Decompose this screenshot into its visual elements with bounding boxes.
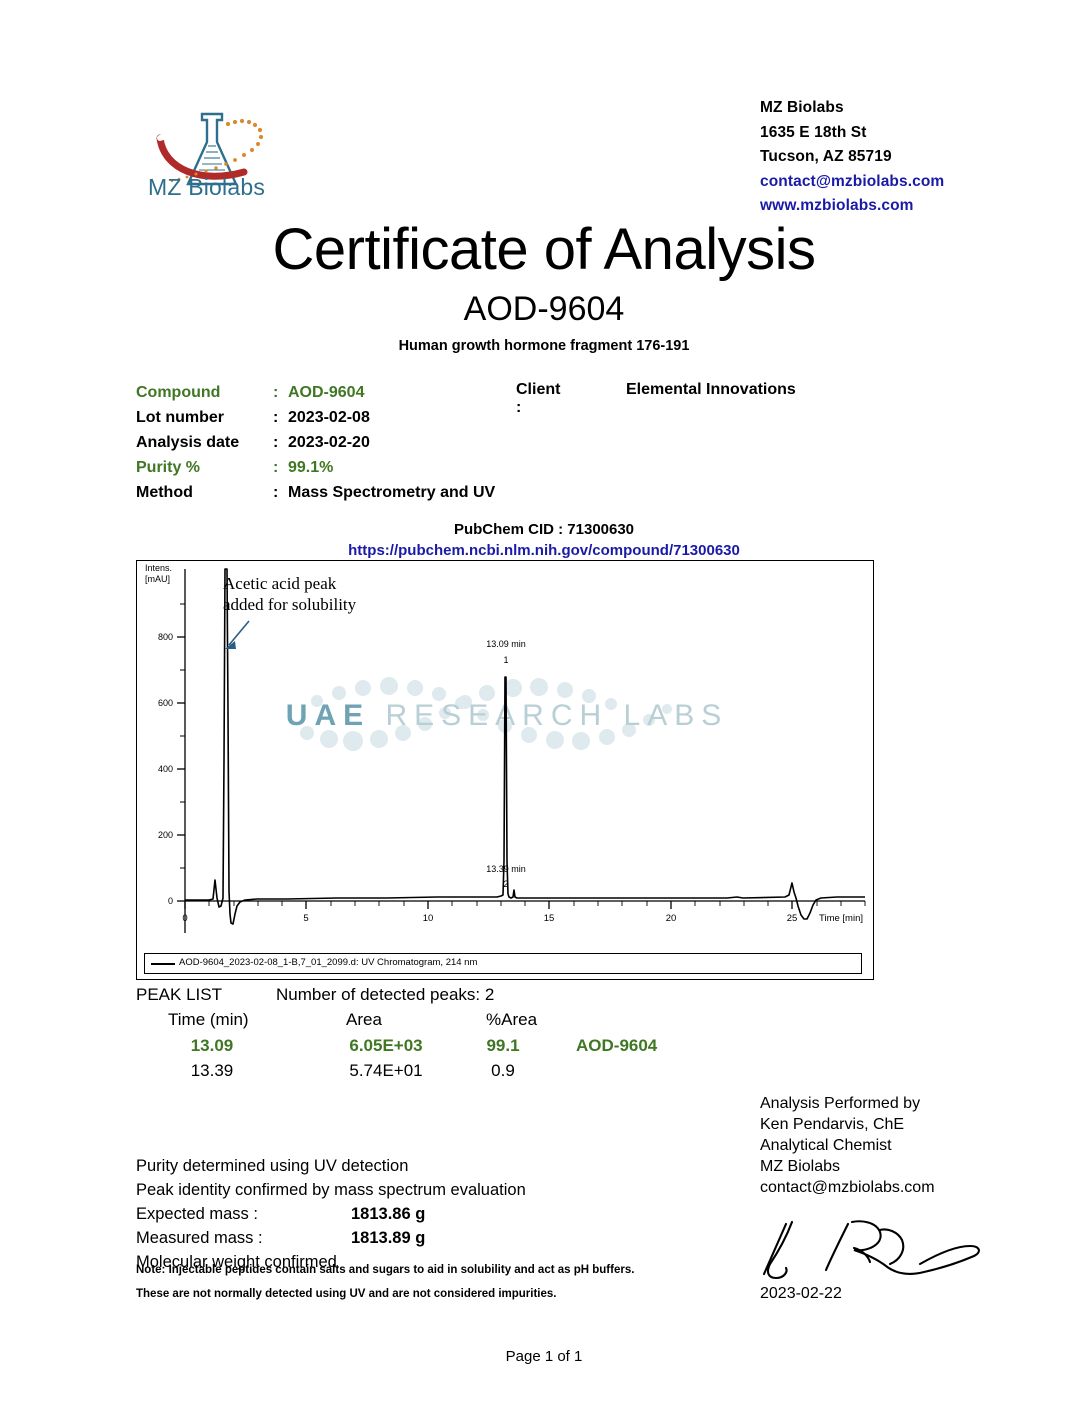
pubchem-cid: PubChem CID : 71300630 <box>453 521 635 538</box>
peak-row-pct: 0.9 <box>491 1061 515 1080</box>
compound-value: AOD-9604 <box>288 384 365 401</box>
svg-text:25: 25 <box>787 913 798 924</box>
svg-text:5: 5 <box>303 913 308 924</box>
company-logo: MZ Biolabs <box>140 100 390 210</box>
method-value: Mass Spectrometry and UV <box>288 484 496 501</box>
info-row-compound: Compound : AOD-9604 <box>136 380 696 405</box>
compound-colon: : <box>273 384 279 401</box>
info-row-purity: Purity % : 99.1% <box>136 455 696 480</box>
legend-line-swatch <box>151 963 175 965</box>
signature-date: 2023-02-22 <box>760 1285 842 1302</box>
svg-text:0: 0 <box>168 896 173 906</box>
analyst-email: contact@mzbiolabs.com <box>760 1179 935 1196</box>
svg-text:10: 10 <box>423 913 434 924</box>
purity-label: Purity % <box>136 459 201 476</box>
measured-mass-row: Measured mass : 1813.89 g <box>136 1226 736 1250</box>
logo-flask-icon <box>156 112 264 186</box>
note-peak-identity: Peak identity confirmed by mass spectrum… <box>136 1181 526 1199</box>
expected-mass-row: Expected mass : 1813.86 g <box>136 1202 736 1226</box>
chromatogram-legend: AOD-9604_2023-02-08_1-B,7_01_2099.d: UV … <box>144 953 862 974</box>
note-purity-method: Purity determined using UV detection <box>136 1157 409 1175</box>
info-row-method: Method : Mass Spectrometry and UV <box>136 480 696 505</box>
address-website-link[interactable]: www.mzbiolabs.com <box>760 197 914 214</box>
compound-title: AOD-9604 <box>463 290 625 328</box>
info-row-lot: Lot number : 2023-02-08 <box>136 405 696 430</box>
address-email-link[interactable]: contact@mzbiolabs.com <box>760 172 945 190</box>
client-label: Client : <box>516 381 561 416</box>
peak-header-area: Area <box>346 1010 382 1029</box>
peak-row-time: 13.39 <box>190 1061 234 1080</box>
svg-text:0: 0 <box>182 913 187 924</box>
note-small-1: Note: Injectable peptides contain salts … <box>136 1264 635 1276</box>
peak-header-pct: %Area <box>486 1010 538 1029</box>
compound-label: Compound <box>136 384 221 401</box>
y-axis-unit-line2: [mAU] <box>145 574 171 584</box>
address-street: 1635 E 18th St <box>760 123 867 141</box>
method-colon: : <box>273 484 279 501</box>
peak1-number-label: 1 <box>503 655 509 665</box>
svg-text:20: 20 <box>666 913 677 924</box>
analyst-name: Ken Pendarvis, ChE <box>760 1116 905 1133</box>
purity-value: 99.1% <box>288 459 334 476</box>
chromatogram-plot: 800 600 400 200 0 <box>158 568 866 933</box>
method-label: Method <box>136 484 193 501</box>
note-mw-confirmed: Molecular weight confirmed <box>136 1253 337 1271</box>
signature-icon <box>762 1220 980 1280</box>
peak-row-area: 5.74E+01 <box>349 1061 423 1080</box>
address-city: Tucson, AZ 85719 <box>760 148 892 165</box>
lot-colon: : <box>273 409 279 426</box>
compound-description: Human growth hormone fragment 176-191 <box>398 338 690 354</box>
svg-text:400: 400 <box>158 764 173 774</box>
logo-wordmark: MZ Biolabs <box>148 174 266 200</box>
page-title: Certificate of Analysis <box>272 217 816 282</box>
lot-label: Lot number <box>136 409 224 426</box>
analysis-date-colon: : <box>273 434 279 451</box>
page-footer: Page 1 of 1 <box>505 1348 583 1365</box>
info-block: Compound : AOD-9604 Lot number : 2023-02… <box>136 380 696 505</box>
peak1-time-label: 13.09 min <box>486 639 526 649</box>
peak-row-area: 6.05E+03 <box>349 1036 423 1055</box>
measured-mass-label: Measured mass : <box>136 1229 263 1247</box>
peak-row-time: 13.09 <box>190 1036 234 1055</box>
peak-header-time: Time (min) <box>168 1010 249 1029</box>
analysis-date-label: Analysis date <box>136 434 240 451</box>
peak2-number-label: 2 <box>503 879 509 889</box>
pubchem-url-link[interactable]: https://pubchem.ncbi.nlm.nih.gov/compoun… <box>348 542 740 559</box>
expected-mass-value: 1813.86 g <box>351 1205 426 1223</box>
annotation-line1: Acetic acid peak <box>223 574 337 593</box>
svg-text:600: 600 <box>158 698 173 708</box>
peak-row-pct: 99.1 <box>486 1036 520 1055</box>
y-axis-unit: Intens. [mAU] <box>145 563 172 585</box>
notes-block: Purity determined using UV detection Pea… <box>136 1154 736 1274</box>
svg-text:15: 15 <box>544 913 555 924</box>
legend-label: AOD-9604_2023-02-08_1-B,7_01_2099.d: UV … <box>179 957 478 968</box>
address-company: MZ Biolabs <box>760 99 844 116</box>
analysis-date-value: 2023-02-20 <box>288 434 370 451</box>
peak-row-name: AOD-9604 <box>576 1036 658 1055</box>
y-axis-unit-line1: Intens. <box>145 563 173 573</box>
measured-mass-value: 1813.89 g <box>351 1229 426 1247</box>
peak2-time-label: 13.39 min <box>486 864 526 874</box>
expected-mass-label: Expected mass : <box>136 1205 258 1223</box>
lot-value: 2023-02-08 <box>288 409 370 426</box>
peak-list-title: PEAK LIST <box>136 985 222 1004</box>
info-row-analysis-date: Analysis date : 2023-02-20 <box>136 430 696 455</box>
client-value: Elemental Innovations <box>626 381 796 398</box>
acetic-acid-annotation: Acetic acid peak added for solubility <box>223 573 443 615</box>
company-address: MZ Biolabs 1635 E 18th St Tucson, AZ 857… <box>760 96 1060 219</box>
purity-colon: : <box>273 459 279 476</box>
analyst-block: Analysis Performed by Ken Pendarvis, ChE… <box>760 1093 1060 1198</box>
svg-text:200: 200 <box>158 830 173 840</box>
annotation-line2: added for solubility <box>223 595 357 614</box>
analyst-performed-by: Analysis Performed by <box>760 1095 921 1112</box>
note-small-2: These are not normally detected using UV… <box>136 1288 557 1300</box>
svg-text:800: 800 <box>158 632 173 642</box>
chromatogram-panel: UAE RESEARCH LABS <box>136 560 874 980</box>
analyst-company: MZ Biolabs <box>760 1158 841 1175</box>
analyst-role: Analytical Chemist <box>760 1137 892 1154</box>
x-axis-title: Time [min] <box>819 913 863 924</box>
peak-count: Number of detected peaks: 2 <box>276 985 495 1004</box>
